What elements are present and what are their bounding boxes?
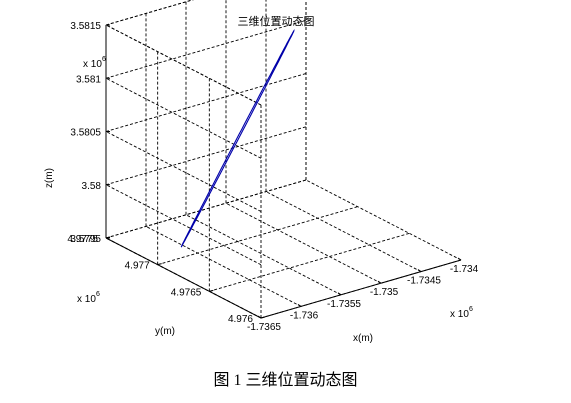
y-exponent-label: x 10 [77, 294, 96, 305]
y-axis-line [105, 237, 262, 319]
y-exponent: 6 [96, 291, 100, 298]
z-tick-label: 3.58 [82, 181, 102, 192]
x-tick-mark [377, 280, 382, 284]
y-tick-mark [157, 263, 162, 266]
chart-plot: 三维位置动态图 -1.7365 -1.736 -1.7355 -1.735 -1.734… [44, 0, 479, 344]
y-tick-mark [209, 289, 214, 292]
z-exponent: 6 [102, 56, 106, 63]
x-tick-label: -1.7355 [327, 299, 361, 310]
grid-line-floor-x [185, 214, 342, 296]
x-tick-mark [297, 303, 302, 307]
y-tick-label: 4.977 [125, 261, 150, 272]
x-axis-label: x(m) [353, 333, 373, 344]
series-layer [180, 28, 295, 248]
y-tick-label: 4.9775 [67, 234, 98, 245]
y-axis-label: y(m) [155, 326, 175, 337]
box-edge-left-top [105, 24, 262, 106]
z-tick-label: 3.581 [76, 74, 101, 85]
grid-line-back-wall-z [105, 73, 307, 132]
y-tick-label: 4.976 [228, 314, 253, 325]
x-tick-label: -1.7345 [407, 276, 441, 287]
grid-line-side-wall-z [105, 77, 262, 159]
grid-line-side-wall-z [105, 131, 262, 212]
x-exponent-label: x 10 [450, 309, 469, 320]
z-tick-label: 3.5795 [70, 234, 101, 245]
grid-line-side-wall-z [105, 184, 262, 266]
axes-box [105, 0, 462, 319]
y-tick-label: 4.9765 [171, 287, 202, 298]
x-tick-label: -1.735 [370, 287, 399, 298]
x-tick-mark [457, 257, 462, 261]
x-tick-mark [417, 269, 422, 273]
x-tick-label: -1.734 [450, 264, 479, 275]
grid-line-floor-x [305, 179, 462, 261]
trajectory-ellipse [180, 28, 295, 248]
x-axis-line [260, 259, 462, 319]
x-exponent: 6 [469, 306, 473, 313]
z-tick-label: 3.5805 [70, 128, 101, 139]
grid-line-floor-x [265, 191, 422, 272]
grid-line-back-wall-z [105, 179, 307, 239]
grid-line-back-wall-z [105, 19, 307, 79]
z-exponent-label: x 10 [83, 59, 102, 70]
x-tick-label: -1.7365 [247, 322, 281, 333]
grid-line-floor-x [145, 226, 302, 307]
x-tick-mark [337, 292, 342, 296]
z-tick-label: 3.5815 [70, 21, 101, 32]
x-tick-label: -1.736 [290, 310, 319, 321]
figure-caption: 图 1 三维位置动态图 [213, 372, 358, 389]
z-axis-label: z(m) [44, 168, 55, 188]
chart-title: 三维位置动态图 [238, 14, 315, 28]
grid-line-back-wall-z [105, 126, 307, 186]
x-tick-mark [257, 315, 262, 319]
tick-labels: -1.7365 -1.736 -1.7355 -1.735 -1.7345 -1.734 4… [67, 21, 478, 333]
grid-line-floor-x [225, 202, 382, 284]
y-tick-mark [260, 316, 266, 319]
